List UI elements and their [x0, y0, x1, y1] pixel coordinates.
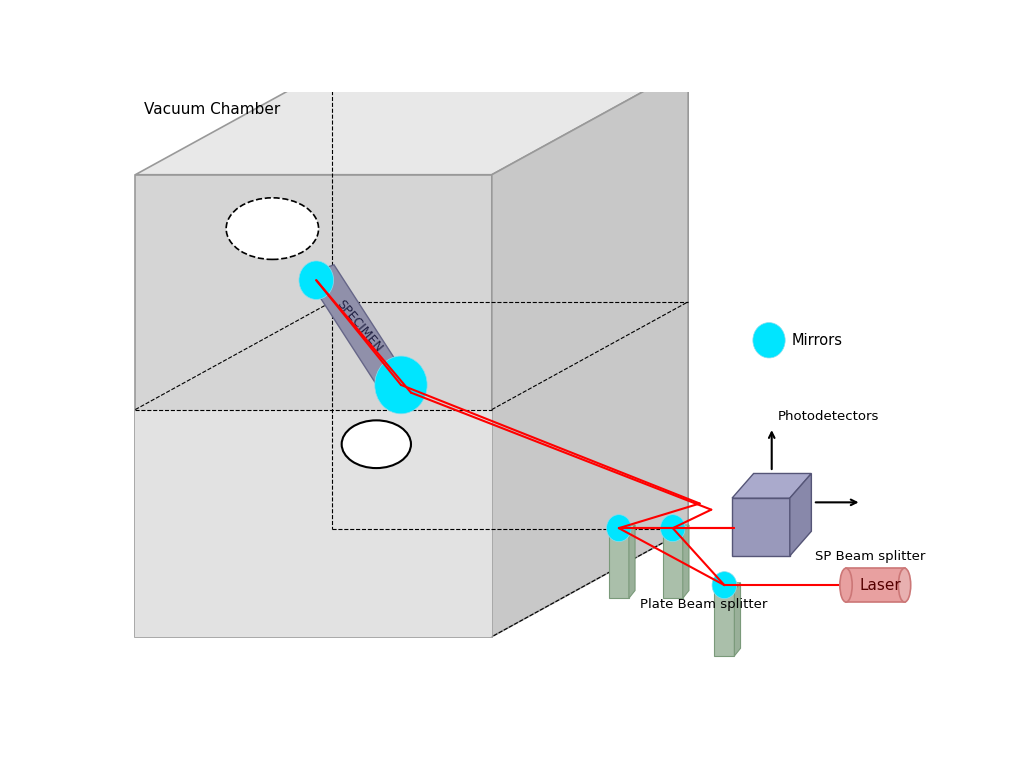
- Text: Photodetectors: Photodetectors: [777, 410, 879, 423]
- Polygon shape: [492, 67, 688, 636]
- Polygon shape: [306, 265, 409, 391]
- Ellipse shape: [840, 568, 852, 602]
- Ellipse shape: [899, 568, 911, 602]
- Polygon shape: [790, 474, 811, 556]
- Ellipse shape: [660, 515, 685, 542]
- Text: SPECIMEN: SPECIMEN: [334, 298, 385, 355]
- Polygon shape: [609, 533, 629, 598]
- Text: Plate Beam splitter: Plate Beam splitter: [640, 598, 767, 611]
- Ellipse shape: [606, 515, 631, 542]
- Polygon shape: [136, 175, 492, 636]
- Ellipse shape: [226, 198, 319, 259]
- Ellipse shape: [712, 571, 737, 599]
- Text: Laser: Laser: [859, 578, 901, 593]
- Polygon shape: [136, 67, 688, 175]
- Ellipse shape: [753, 323, 786, 358]
- Ellipse shape: [341, 420, 411, 468]
- Polygon shape: [732, 498, 790, 556]
- Polygon shape: [629, 525, 635, 598]
- Polygon shape: [136, 410, 492, 636]
- Ellipse shape: [299, 261, 333, 299]
- Polygon shape: [714, 583, 741, 591]
- Polygon shape: [735, 583, 741, 656]
- Polygon shape: [609, 525, 635, 533]
- Polygon shape: [714, 591, 735, 656]
- Bar: [846, 568, 905, 602]
- Ellipse shape: [375, 356, 427, 414]
- Text: SP Beam splitter: SP Beam splitter: [815, 550, 925, 563]
- Text: Mirrors: Mirrors: [792, 333, 843, 348]
- Text: Vacuum Chamber: Vacuum Chamber: [144, 101, 280, 117]
- Polygon shape: [662, 525, 689, 533]
- Polygon shape: [662, 533, 683, 598]
- Polygon shape: [683, 525, 689, 598]
- Polygon shape: [732, 474, 811, 498]
